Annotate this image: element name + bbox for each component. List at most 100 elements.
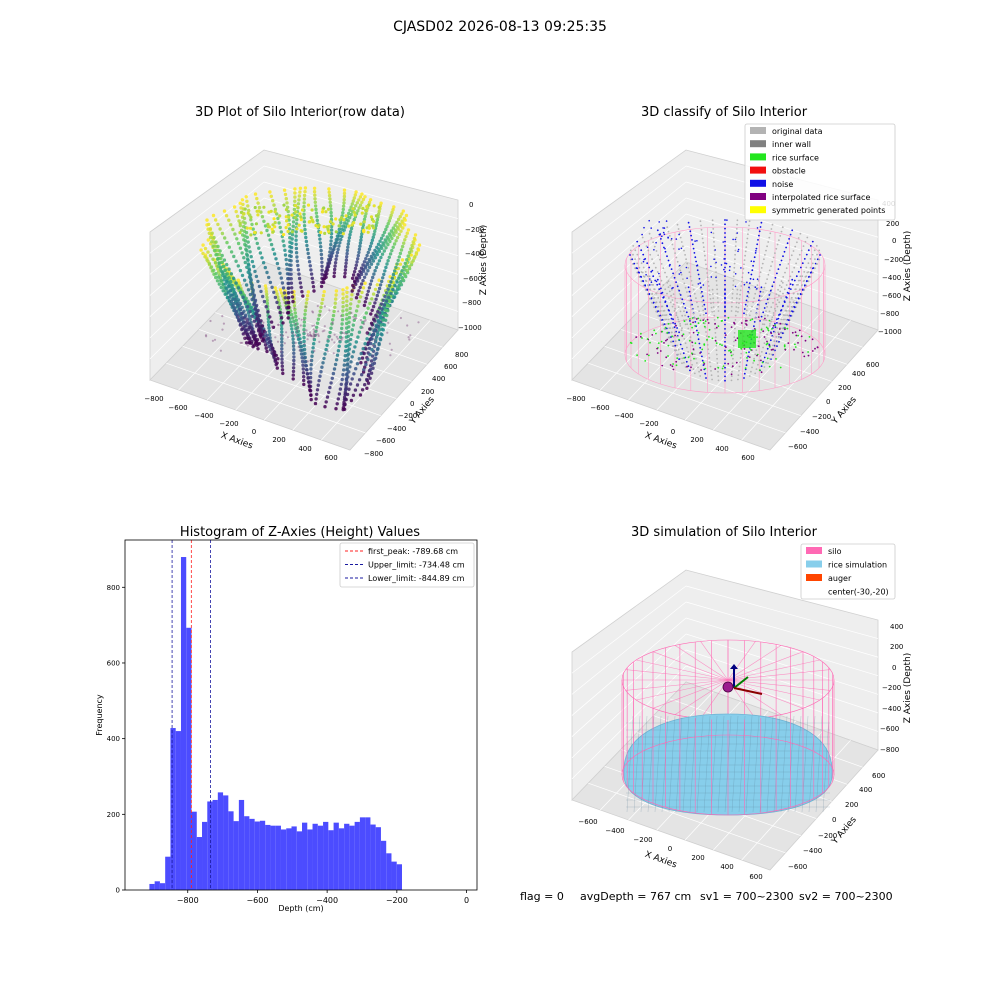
- raw-point: [226, 284, 231, 288]
- raw-point: [370, 297, 374, 301]
- classified-point: [745, 364, 748, 366]
- classified-point: [644, 279, 647, 282]
- classified-point: [759, 271, 762, 274]
- classified-point: [712, 232, 715, 235]
- raw-point: [335, 402, 339, 406]
- raw-point: [244, 296, 248, 300]
- raw-point: [208, 227, 213, 231]
- raw-point: [341, 204, 346, 208]
- classified-point: [761, 262, 764, 265]
- raw-point: [343, 225, 348, 229]
- raw-point: [250, 259, 255, 264]
- classified-point: [672, 272, 674, 275]
- classified-point: [781, 332, 784, 335]
- classified-point: [672, 340, 675, 343]
- grid-line: [685, 665, 879, 732]
- classified-point: [667, 344, 670, 347]
- classified-point: [684, 314, 686, 317]
- p2-ztick: −600: [882, 292, 901, 300]
- classified-point: [724, 292, 726, 295]
- classified-point: [712, 306, 715, 308]
- histogram-bar: [359, 817, 366, 890]
- classified-point: [665, 318, 668, 321]
- raw-point: [387, 255, 391, 259]
- raw-point: [398, 215, 402, 219]
- classified-point: [670, 317, 673, 320]
- raw-point: [401, 209, 405, 213]
- raw-point: [402, 265, 406, 269]
- classified-point: [689, 359, 692, 362]
- classified-point: [807, 276, 810, 278]
- silo-roof-spoke: [727, 679, 820, 701]
- raw-point: [235, 302, 239, 306]
- classified-point: [724, 379, 726, 382]
- classified-point: [657, 305, 660, 308]
- classified-point: [803, 258, 806, 260]
- raw-point: [352, 315, 355, 318]
- raw-point: [322, 290, 326, 294]
- classified-point: [664, 326, 667, 329]
- legend-label: inner wall: [772, 140, 811, 149]
- raw-point: [297, 276, 302, 281]
- classified-point: [724, 240, 726, 243]
- classified-point: [693, 317, 696, 319]
- raw-point: [341, 309, 345, 313]
- panel3-title: Histogram of Z-Axies (Height) Values: [180, 525, 420, 540]
- raw-point: [302, 382, 306, 387]
- raw-point: [318, 309, 322, 313]
- raw-point: [281, 294, 285, 298]
- y-tick-label: 800: [107, 584, 120, 592]
- raw-point: [238, 307, 242, 311]
- classified-point: [724, 232, 726, 234]
- raw-point: [312, 289, 316, 293]
- raw-point: [299, 285, 303, 289]
- raw-point: [317, 233, 322, 237]
- classified-point: [714, 253, 716, 256]
- classified-point: [689, 318, 691, 320]
- classified-point: [765, 326, 768, 329]
- classified-point: [798, 329, 801, 332]
- raw-point: [363, 300, 367, 304]
- classified-point: [811, 240, 814, 243]
- raw-point: [360, 388, 365, 392]
- raw-point: [348, 382, 353, 386]
- classified-point: [805, 275, 808, 278]
- classified-point: [755, 247, 758, 250]
- classified-point: [797, 334, 799, 337]
- grid-line: [198, 329, 397, 399]
- classified-point: [811, 338, 814, 341]
- raw-point: [369, 371, 374, 375]
- raw-point: [375, 218, 380, 222]
- classified-point: [695, 357, 697, 360]
- raw-point: [242, 212, 246, 216]
- raw-point: [407, 250, 412, 255]
- p4-xtick: −200: [633, 836, 652, 844]
- raw-point: [390, 248, 394, 253]
- raw-point: [336, 237, 340, 241]
- classified-point: [700, 286, 702, 289]
- classified-point: [643, 240, 646, 243]
- classified-point: [650, 270, 653, 273]
- raw-point: [343, 271, 347, 275]
- classified-point: [782, 292, 784, 295]
- raw-point: [221, 289, 225, 293]
- p2-xtick: −200: [639, 420, 658, 428]
- p4-xtick: 400: [720, 863, 733, 871]
- mesh-line: [787, 715, 795, 813]
- classified-point: [724, 340, 726, 343]
- raw-point: [343, 354, 347, 358]
- classified-point: [679, 325, 682, 327]
- p4-ztick: −400: [882, 705, 901, 713]
- raw-point: [297, 194, 302, 198]
- raw-point: [357, 276, 362, 280]
- classified-point: [682, 302, 685, 305]
- classified-point: [774, 276, 777, 279]
- raw-point: [397, 232, 401, 237]
- raw-point: [258, 251, 263, 255]
- panel3-x-ticks: −800 −600 −400 −200 0: [177, 890, 469, 905]
- classified-point: [771, 223, 774, 226]
- p2-ztick: −1000: [878, 328, 902, 336]
- classified-point: [683, 357, 685, 359]
- classified-point: [666, 305, 669, 308]
- raw-point: [282, 244, 286, 248]
